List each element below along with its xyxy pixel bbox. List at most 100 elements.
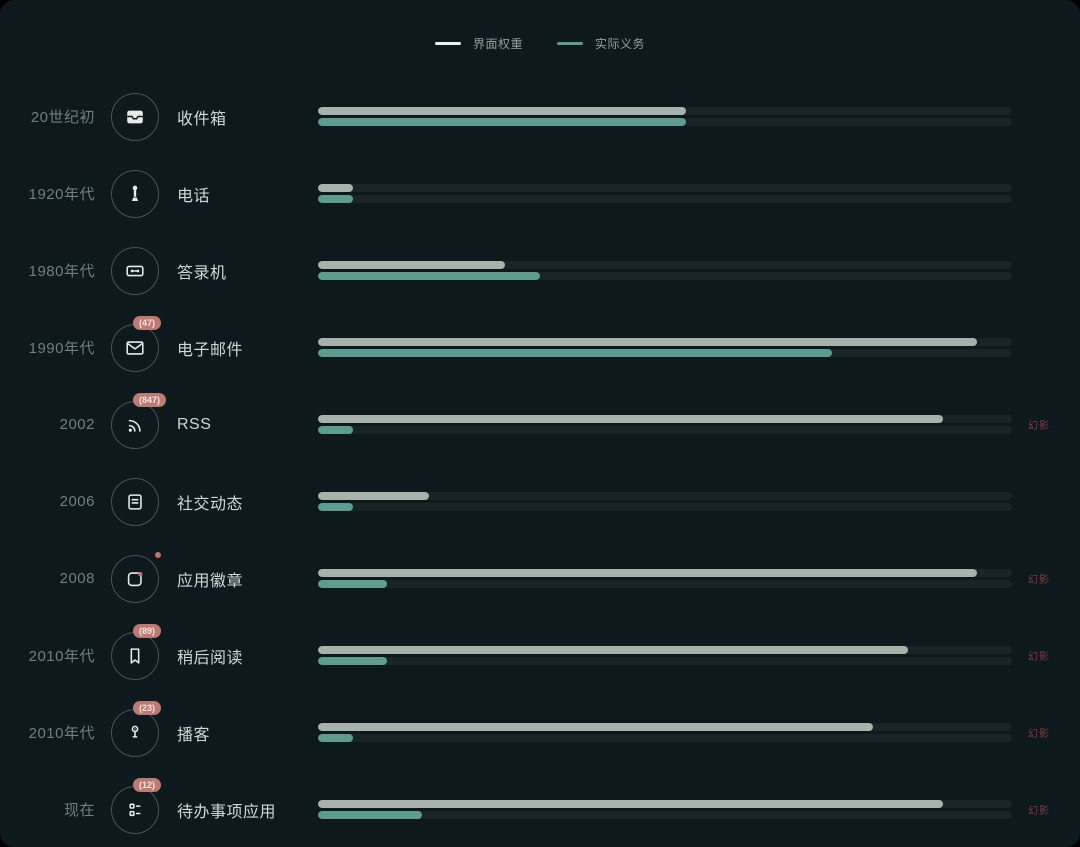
icon-circle xyxy=(111,169,159,218)
actual-duty-bar xyxy=(318,348,832,357)
count-badge: (89) xyxy=(133,623,162,638)
phantom-label: 幻影 xyxy=(1028,652,1050,663)
interface-weight-swatch xyxy=(434,41,461,45)
era-label: 2008 xyxy=(59,570,95,587)
interface-weight-track xyxy=(318,492,1012,501)
item-label: 稍后阅读 xyxy=(177,649,244,667)
item-label: 电话 xyxy=(177,187,211,205)
interface-weight-track xyxy=(318,338,1012,347)
actual-duty-bar xyxy=(318,810,423,819)
actual-duty-track xyxy=(318,733,1012,742)
item-label: 播客 xyxy=(177,726,211,744)
bar-group xyxy=(318,798,1012,822)
actual-duty-track xyxy=(318,271,1012,280)
interface-weight-bar xyxy=(318,646,908,655)
actual-duty-bar xyxy=(318,194,353,203)
item-label: 电子邮件 xyxy=(177,341,244,359)
count-badge: (47) xyxy=(133,315,162,330)
count-badge: (23) xyxy=(133,700,162,715)
icon-circle: (89) xyxy=(111,623,162,680)
actual-duty-bar xyxy=(318,656,388,665)
item-label: 社交动态 xyxy=(177,495,244,513)
actual-duty-track xyxy=(318,579,1012,588)
icon-circle xyxy=(111,551,161,603)
icon-circle: (23) xyxy=(111,700,162,757)
actual-duty-bar xyxy=(318,117,686,126)
icon-circle xyxy=(111,246,159,295)
bar-group xyxy=(318,721,1012,745)
envelope-icon xyxy=(124,337,146,359)
interface-weight-bar xyxy=(318,569,978,578)
timeline-row: 2006 社交动态 xyxy=(0,463,1080,540)
phantom-label: 幻影 xyxy=(1028,575,1050,586)
icon-circle xyxy=(111,477,159,526)
phantom-label: 幻影 xyxy=(1028,421,1050,432)
interface-weight-track xyxy=(318,107,1012,116)
interface-weight-bar xyxy=(318,184,353,193)
actual-duty-track xyxy=(318,425,1012,434)
interface-weight-track xyxy=(318,184,1012,193)
era-label: 1990年代 xyxy=(28,340,95,357)
timeline-row: 1920年代 电话 xyxy=(0,155,1080,232)
item-label: 待办事项应用 xyxy=(177,803,277,821)
bar-group xyxy=(318,182,1012,206)
timeline-row: 2010年代 (89) 稍后阅读 幻影 xyxy=(0,617,1080,694)
bar-group xyxy=(318,567,1012,591)
interface-weight-bar xyxy=(318,338,978,347)
interface-weight-track xyxy=(318,800,1012,809)
checklist-icon xyxy=(124,799,146,821)
legend-item-actual-duty: 实际义务 xyxy=(557,35,645,52)
interface-weight-bar xyxy=(318,723,874,732)
item-label: 答录机 xyxy=(177,264,227,282)
icon-circle: (847) xyxy=(111,392,167,449)
bar-group xyxy=(318,336,1012,360)
actual-duty-bar xyxy=(318,271,541,280)
actual-duty-track xyxy=(318,194,1012,203)
actual-duty-bar xyxy=(318,425,353,434)
era-label: 现在 xyxy=(63,802,95,819)
era-label: 2010年代 xyxy=(28,648,95,665)
bar-group xyxy=(318,259,1012,283)
era-label: 20世纪初 xyxy=(30,109,95,126)
legend-label-actual-duty: 实际义务 xyxy=(595,36,646,51)
cassette-icon xyxy=(124,260,146,282)
era-label: 2010年代 xyxy=(28,725,95,742)
interface-weight-bar xyxy=(318,800,943,809)
actual-duty-track xyxy=(318,348,1012,357)
era-label: 1920年代 xyxy=(28,186,95,203)
timeline-row: 2010年代 (23) 播客 幻影 xyxy=(0,694,1080,771)
icon-circle xyxy=(111,92,159,141)
count-badge: (847) xyxy=(133,392,167,407)
interface-weight-track xyxy=(318,261,1012,270)
actual-duty-track xyxy=(318,810,1012,819)
interface-weight-track xyxy=(318,723,1012,732)
count-badge: (12) xyxy=(133,777,162,792)
interface-weight-track xyxy=(318,646,1012,655)
bar-group xyxy=(318,413,1012,437)
actual-duty-bar xyxy=(318,733,353,742)
rss-icon xyxy=(124,414,146,436)
actual-duty-bar xyxy=(318,579,388,588)
actual-duty-track xyxy=(318,502,1012,511)
timeline-row: 现在 (12) 待办事项应用 幻影 xyxy=(0,771,1080,847)
era-label: 1980年代 xyxy=(28,263,95,280)
bar-group xyxy=(318,490,1012,514)
icon-circle: (47) xyxy=(111,315,162,372)
timeline-rows: 20世纪初 收件箱 1920年代 电话 xyxy=(0,78,1080,847)
timeline-row: 20世纪初 收件箱 xyxy=(0,78,1080,155)
actual-duty-track xyxy=(318,656,1012,665)
era-label: 2002 xyxy=(59,416,95,433)
timeline-row: 2002 (847) RSS 幻影 xyxy=(0,386,1080,463)
interface-weight-bar xyxy=(318,261,506,270)
legend-label-interface-weight: 界面权重 xyxy=(472,36,523,51)
notification-dot-icon xyxy=(155,551,161,558)
interface-weight-track xyxy=(318,415,1012,424)
phantom-label: 幻影 xyxy=(1028,729,1050,740)
actual-duty-swatch xyxy=(557,41,583,45)
icon-circle: (12) xyxy=(111,777,162,834)
phantom-label: 幻影 xyxy=(1028,806,1050,817)
mic-icon xyxy=(124,722,146,744)
feed-icon xyxy=(124,491,146,513)
actual-duty-track xyxy=(318,117,1012,126)
